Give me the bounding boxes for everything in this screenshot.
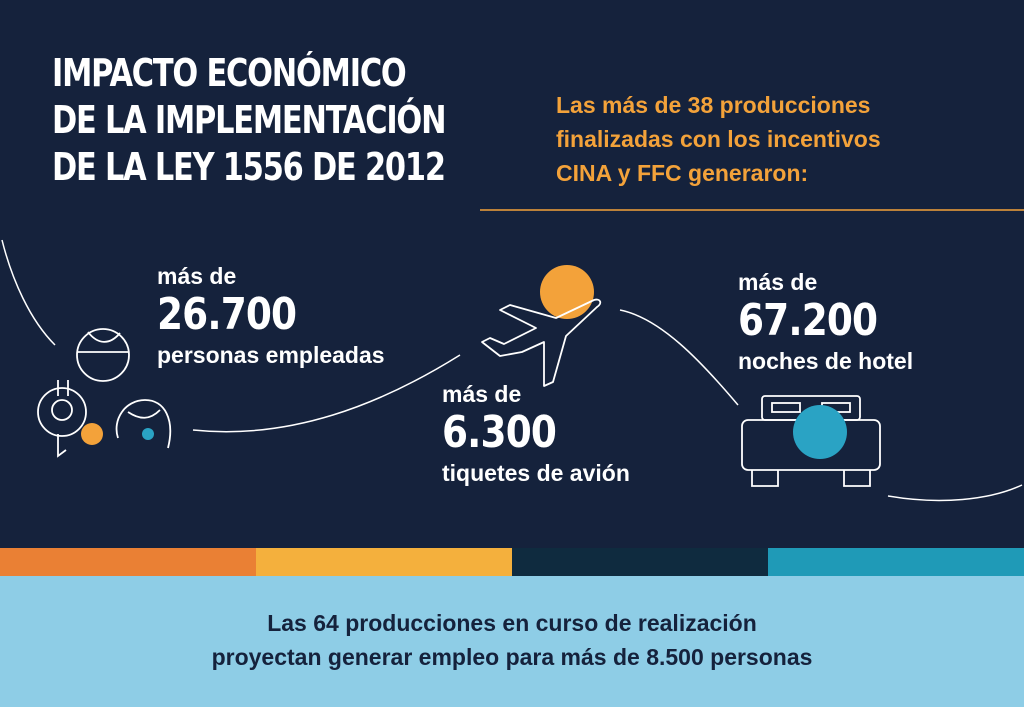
- page-title: IMPACTO ECONÓMICO DE LA IMPLEMENTACIÓN D…: [52, 50, 447, 191]
- footer-line: proyectan generar empleo para más de 8.5…: [211, 644, 813, 670]
- stat-prefix: más de: [442, 381, 522, 407]
- title-line: IMPACTO ECONÓMICO: [52, 51, 407, 95]
- footer-banner: Las 64 producciones en curso de realizac…: [0, 576, 1024, 707]
- intro-line: CINA y FFC generaron:: [556, 160, 809, 186]
- bed-icon: [741, 395, 881, 487]
- stat-label: personas empleadas: [157, 342, 385, 368]
- stat-value: 26.700: [157, 289, 297, 340]
- footer-text: Las 64 producciones en curso de realizac…: [0, 606, 1024, 674]
- footer-line: Las 64 producciones en curso de realizac…: [267, 610, 757, 636]
- color-stripes: [0, 548, 1024, 576]
- stat-prefix: más de: [157, 263, 237, 289]
- stat-label: noches de hotel: [738, 348, 914, 374]
- stat-value: 6.300: [442, 407, 557, 458]
- stat-value: 67.200: [738, 295, 878, 346]
- people-icon: [37, 328, 172, 458]
- stat-label: tiquetes de avión: [442, 460, 630, 486]
- title-line: DE LA LEY 1556 DE 2012: [52, 145, 446, 189]
- airplane-icon: [481, 265, 602, 387]
- intro-line: Las más de 38 producciones: [556, 92, 871, 118]
- stripe-orange: [0, 548, 256, 576]
- stripe-navy: [512, 548, 768, 576]
- stat-tickets: más de 6.300 tiquetes de avión: [442, 380, 630, 488]
- intro-line: finalizadas con los incentivos: [556, 126, 881, 152]
- decorative-art: [1, 209, 1024, 502]
- connector-line: [619, 309, 739, 406]
- connector-line: [1, 239, 56, 346]
- connector-line: [887, 484, 1023, 502]
- stripe-teal: [768, 548, 1024, 576]
- connector-line: [192, 354, 461, 433]
- stat-employees: más de 26.700 personas empleadas: [157, 262, 385, 370]
- stat-prefix: más de: [738, 269, 818, 295]
- intro-text: Las más de 38 producciones finalizadas c…: [556, 88, 881, 190]
- stripe-yellow: [256, 548, 512, 576]
- title-line: DE LA IMPLEMENTACIÓN: [52, 98, 447, 142]
- stat-hotel: más de 67.200 noches de hotel: [738, 268, 913, 376]
